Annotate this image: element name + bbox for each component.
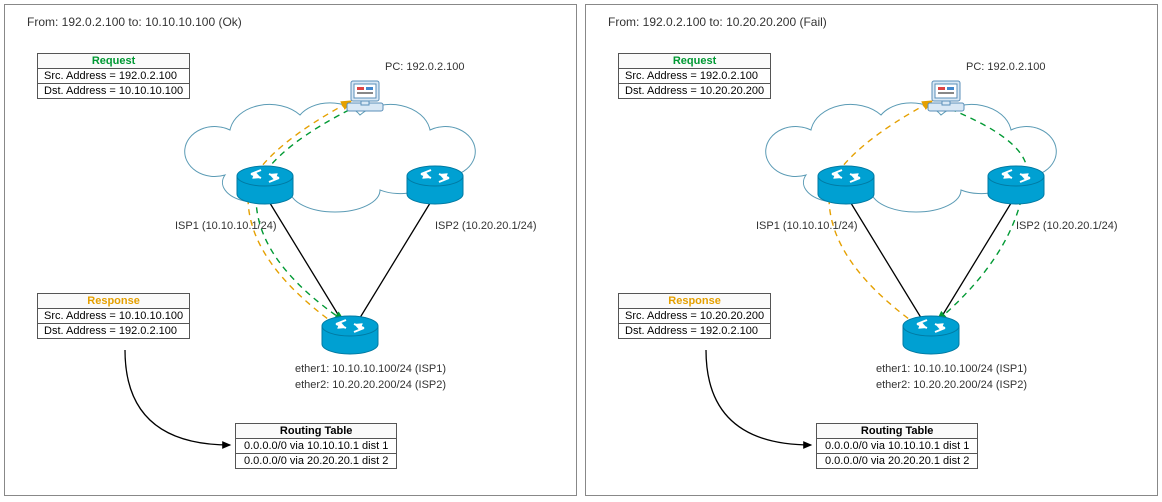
router-icon	[237, 166, 293, 204]
pc-icon	[347, 81, 383, 111]
router-icon	[322, 316, 378, 354]
router-icon	[407, 166, 463, 204]
diagram-panel: From: 192.0.2.100 to: 10.10.10.100 (Ok) …	[4, 4, 577, 496]
router-icon	[903, 316, 959, 354]
network-diagram	[586, 5, 1161, 495]
router-icon	[818, 166, 874, 204]
diagram-panel: From: 192.0.2.100 to: 10.20.20.200 (Fail…	[585, 4, 1158, 496]
pc-icon	[928, 81, 964, 111]
network-diagram	[5, 5, 580, 495]
router-icon	[988, 166, 1044, 204]
